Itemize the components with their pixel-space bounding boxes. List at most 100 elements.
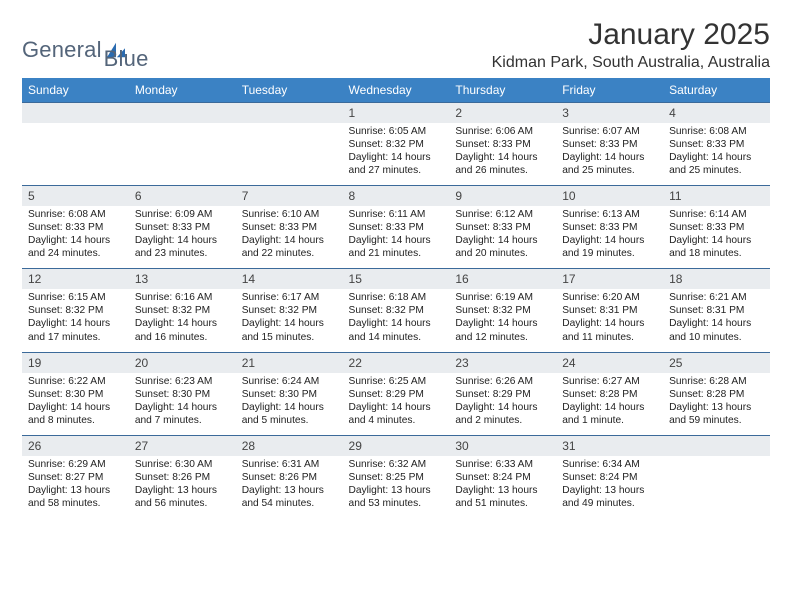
day-number: 1 [343, 103, 450, 123]
day-details: Sunrise: 6:26 AMSunset: 8:29 PMDaylight:… [449, 373, 556, 435]
weekday-friday: Friday [556, 78, 663, 103]
day-number-cell: 11 [663, 186, 770, 207]
day-details: Sunrise: 6:34 AMSunset: 8:24 PMDaylight:… [556, 456, 663, 518]
logo-word2: Blue [104, 46, 149, 72]
day-number-cell: 27 [129, 435, 236, 456]
details-row: Sunrise: 6:05 AMSunset: 8:32 PMDaylight:… [22, 123, 770, 186]
day-number-cell: 3 [556, 103, 663, 124]
daynum-row: 567891011 [22, 186, 770, 207]
day-number: 21 [236, 353, 343, 373]
day-number-cell: 13 [129, 269, 236, 290]
day-number: 27 [129, 436, 236, 456]
day-number: 28 [236, 436, 343, 456]
page: General Blue January 2025 Kidman Park, S… [0, 0, 792, 538]
day-number: 5 [22, 186, 129, 206]
day-details: Sunrise: 6:31 AMSunset: 8:26 PMDaylight:… [236, 456, 343, 518]
day-details: Sunrise: 6:23 AMSunset: 8:30 PMDaylight:… [129, 373, 236, 435]
day-details: Sunrise: 6:21 AMSunset: 8:31 PMDaylight:… [663, 289, 770, 351]
day-number: 26 [22, 436, 129, 456]
daynum-row: 19202122232425 [22, 352, 770, 373]
day-number: 29 [343, 436, 450, 456]
weekday-wednesday: Wednesday [343, 78, 450, 103]
day-number: 18 [663, 269, 770, 289]
day-details-cell: Sunrise: 6:21 AMSunset: 8:31 PMDaylight:… [663, 289, 770, 352]
day-details-cell: Sunrise: 6:27 AMSunset: 8:28 PMDaylight:… [556, 373, 663, 436]
day-number: 8 [343, 186, 450, 206]
day-number-cell: 16 [449, 269, 556, 290]
day-number: 20 [129, 353, 236, 373]
details-row: Sunrise: 6:15 AMSunset: 8:32 PMDaylight:… [22, 289, 770, 352]
day-number: 19 [22, 353, 129, 373]
day-details-cell: Sunrise: 6:23 AMSunset: 8:30 PMDaylight:… [129, 373, 236, 436]
day-number-cell: 31 [556, 435, 663, 456]
day-number: 22 [343, 353, 450, 373]
day-details-cell: Sunrise: 6:05 AMSunset: 8:32 PMDaylight:… [343, 123, 450, 186]
day-number: 16 [449, 269, 556, 289]
weekday-monday: Monday [129, 78, 236, 103]
day-number: 30 [449, 436, 556, 456]
day-details: Sunrise: 6:27 AMSunset: 8:28 PMDaylight:… [556, 373, 663, 435]
day-details: Sunrise: 6:24 AMSunset: 8:30 PMDaylight:… [236, 373, 343, 435]
day-number-cell: 19 [22, 352, 129, 373]
day-details: Sunrise: 6:07 AMSunset: 8:33 PMDaylight:… [556, 123, 663, 185]
day-number-cell: 29 [343, 435, 450, 456]
day-number-cell [129, 103, 236, 124]
header: General Blue January 2025 Kidman Park, S… [22, 18, 770, 72]
month-title: January 2025 [492, 18, 770, 52]
day-number: 12 [22, 269, 129, 289]
calendar-table: Sunday Monday Tuesday Wednesday Thursday… [22, 78, 770, 518]
day-number: 31 [556, 436, 663, 456]
day-number: 11 [663, 186, 770, 206]
day-number: 6 [129, 186, 236, 206]
day-number-cell: 23 [449, 352, 556, 373]
day-details-cell: Sunrise: 6:16 AMSunset: 8:32 PMDaylight:… [129, 289, 236, 352]
day-details-cell: Sunrise: 6:08 AMSunset: 8:33 PMDaylight:… [22, 206, 129, 269]
day-details-cell [129, 123, 236, 186]
day-number-cell: 9 [449, 186, 556, 207]
day-details: Sunrise: 6:15 AMSunset: 8:32 PMDaylight:… [22, 289, 129, 351]
day-details: Sunrise: 6:10 AMSunset: 8:33 PMDaylight:… [236, 206, 343, 268]
day-number-cell: 25 [663, 352, 770, 373]
weekday-header-row: Sunday Monday Tuesday Wednesday Thursday… [22, 78, 770, 103]
day-details-cell [236, 123, 343, 186]
day-number: 2 [449, 103, 556, 123]
logo: General Blue [22, 28, 149, 72]
day-details-cell: Sunrise: 6:18 AMSunset: 8:32 PMDaylight:… [343, 289, 450, 352]
day-number-cell: 12 [22, 269, 129, 290]
location: Kidman Park, South Australia, Australia [492, 54, 770, 72]
daynum-row: 12131415161718 [22, 269, 770, 290]
day-number-cell: 26 [22, 435, 129, 456]
day-details: Sunrise: 6:30 AMSunset: 8:26 PMDaylight:… [129, 456, 236, 518]
day-details-cell: Sunrise: 6:24 AMSunset: 8:30 PMDaylight:… [236, 373, 343, 436]
day-details: Sunrise: 6:25 AMSunset: 8:29 PMDaylight:… [343, 373, 450, 435]
day-details: Sunrise: 6:11 AMSunset: 8:33 PMDaylight:… [343, 206, 450, 268]
day-number-cell: 6 [129, 186, 236, 207]
day-details-cell: Sunrise: 6:26 AMSunset: 8:29 PMDaylight:… [449, 373, 556, 436]
day-number: 23 [449, 353, 556, 373]
day-details-cell: Sunrise: 6:25 AMSunset: 8:29 PMDaylight:… [343, 373, 450, 436]
details-row: Sunrise: 6:29 AMSunset: 8:27 PMDaylight:… [22, 456, 770, 518]
day-number: 17 [556, 269, 663, 289]
day-details: Sunrise: 6:06 AMSunset: 8:33 PMDaylight:… [449, 123, 556, 185]
details-row: Sunrise: 6:08 AMSunset: 8:33 PMDaylight:… [22, 206, 770, 269]
day-details-cell [22, 123, 129, 186]
day-number-cell: 18 [663, 269, 770, 290]
day-details-cell: Sunrise: 6:15 AMSunset: 8:32 PMDaylight:… [22, 289, 129, 352]
day-number-cell: 30 [449, 435, 556, 456]
day-details-cell: Sunrise: 6:31 AMSunset: 8:26 PMDaylight:… [236, 456, 343, 518]
calendar-body: 1234Sunrise: 6:05 AMSunset: 8:32 PMDayli… [22, 103, 770, 518]
day-number: 24 [556, 353, 663, 373]
day-details-cell: Sunrise: 6:06 AMSunset: 8:33 PMDaylight:… [449, 123, 556, 186]
day-number-cell: 22 [343, 352, 450, 373]
daynum-row: 1234 [22, 103, 770, 124]
day-details-cell: Sunrise: 6:12 AMSunset: 8:33 PMDaylight:… [449, 206, 556, 269]
day-number-cell: 7 [236, 186, 343, 207]
day-details-cell [663, 456, 770, 518]
weekday-sunday: Sunday [22, 78, 129, 103]
day-details-cell: Sunrise: 6:19 AMSunset: 8:32 PMDaylight:… [449, 289, 556, 352]
logo-word1: General [22, 37, 102, 63]
day-number: 3 [556, 103, 663, 123]
day-details: Sunrise: 6:05 AMSunset: 8:32 PMDaylight:… [343, 123, 450, 185]
day-details: Sunrise: 6:19 AMSunset: 8:32 PMDaylight:… [449, 289, 556, 351]
day-details: Sunrise: 6:13 AMSunset: 8:33 PMDaylight:… [556, 206, 663, 268]
